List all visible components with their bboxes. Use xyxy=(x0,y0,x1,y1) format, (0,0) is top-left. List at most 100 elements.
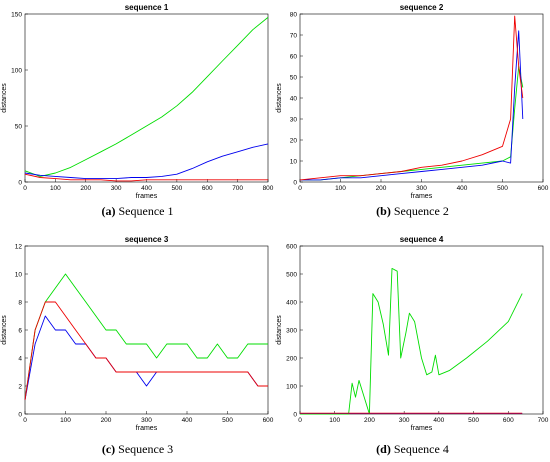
y-tick-label: 500 xyxy=(286,271,297,278)
y-tick-label: 2 xyxy=(18,383,22,390)
y-tick-label: 10 xyxy=(15,271,23,278)
x-tick-label: 300 xyxy=(141,417,152,424)
y-tick-label: 70 xyxy=(290,32,298,39)
x-tick-label: 300 xyxy=(399,417,410,424)
y-tick-label: 150 xyxy=(11,11,22,18)
chart-panel-c: sequence 3 0 100 200 300 400 500 600 0 2 4 6 8 10 12 fr… xyxy=(0,232,275,432)
y-tick-label: 8 xyxy=(18,299,22,306)
x-tick-label: 200 xyxy=(101,417,112,424)
x-tick-label: 0 xyxy=(298,417,302,424)
caption-b-text: Sequence 2 xyxy=(393,204,449,218)
y-tick-label: 20 xyxy=(290,137,298,144)
x-tick-label: 700 xyxy=(232,185,243,192)
series-line-1 xyxy=(300,267,523,415)
y-axis-label: distances xyxy=(276,315,283,345)
chart-sequence-3: sequence 3 0 100 200 300 400 500 600 0 2 4 6 8 10 12 fr… xyxy=(1,235,274,432)
series-line-2 xyxy=(24,143,269,180)
y-tick-label: 10 xyxy=(290,158,298,165)
x-tick-label: 200 xyxy=(376,185,387,192)
x-tick-label: 600 xyxy=(202,185,213,192)
caption-d-text: Sequence 4 xyxy=(393,442,449,456)
caption-c-label: (c) xyxy=(101,442,116,456)
x-tick-label: 500 xyxy=(497,185,508,192)
x-tick-label: 0 xyxy=(23,185,27,192)
x-axis-label: frames xyxy=(136,425,158,432)
y-tick-label: 40 xyxy=(290,95,298,102)
x-tick-label: 100 xyxy=(329,417,340,424)
x-tick-label: 300 xyxy=(416,185,427,192)
caption-a: (a) Sequence 1 xyxy=(0,204,275,219)
x-axis-label: frames xyxy=(411,425,433,432)
y-axis-label: distances xyxy=(276,83,283,113)
x-tick-label: 400 xyxy=(141,185,152,192)
y-tick-label: 30 xyxy=(290,116,298,123)
plot-area xyxy=(299,245,544,415)
series-line-1 xyxy=(24,273,268,401)
chart-panel-b: sequence 2 0 100 200 300 400 500 600 0 10 20 30 40 50… xyxy=(275,0,550,200)
x-tick-label: 200 xyxy=(80,185,91,192)
chart-title: sequence 1 xyxy=(125,3,169,12)
caption-a-label: (a) xyxy=(101,204,116,218)
caption-d: (d) Sequence 4 xyxy=(275,442,550,457)
chart-panel-d: sequence 4 0 100 200 300 400 500 600 700 0 100 200 3… xyxy=(275,232,550,432)
chart-title: sequence 4 xyxy=(400,235,444,244)
x-axis-label: frames xyxy=(411,193,433,200)
y-tick-label: 0 xyxy=(18,179,22,186)
chart-title: sequence 2 xyxy=(400,3,444,12)
caption-c: (c) Sequence 3 xyxy=(0,442,275,457)
y-axis-label: distances xyxy=(1,315,8,345)
chart-panel-a: sequence 1 0 100 200 300 400 500 600 700 800 0 50 10… xyxy=(0,0,275,200)
x-tick-label: 600 xyxy=(503,417,514,424)
series-line-1 xyxy=(300,66,524,181)
y-tick-label: 60 xyxy=(290,53,298,60)
x-tick-label: 700 xyxy=(538,417,549,424)
x-tick-label: 400 xyxy=(433,417,444,424)
chart-sequence-2: sequence 2 0 100 200 300 400 500 600 0 10 20 30 40 50… xyxy=(276,3,549,200)
x-axis-label: frames xyxy=(136,193,158,200)
y-tick-label: 0 xyxy=(293,411,297,418)
y-tick-label: 400 xyxy=(286,299,297,306)
y-tick-label: 6 xyxy=(18,327,22,334)
series-line-3 xyxy=(24,301,268,401)
y-tick-label: 100 xyxy=(286,383,297,390)
y-tick-label: 50 xyxy=(15,123,23,130)
caption-a-text: Sequence 1 xyxy=(118,204,174,218)
series-line-2 xyxy=(300,30,524,181)
chart-sequence-4: sequence 4 0 100 200 300 400 500 600 700 0 100 200 3… xyxy=(276,235,549,432)
y-tick-label: 80 xyxy=(290,11,298,18)
y-tick-label: 0 xyxy=(18,411,22,418)
x-tick-label: 600 xyxy=(538,185,549,192)
x-tick-label: 100 xyxy=(335,185,346,192)
plot-area xyxy=(24,13,269,183)
y-tick-label: 300 xyxy=(286,327,297,334)
y-tick-label: 0 xyxy=(293,179,297,186)
x-tick-label: 400 xyxy=(457,185,468,192)
caption-b-label: (b) xyxy=(376,204,391,218)
x-tick-label: 0 xyxy=(23,417,27,424)
x-tick-label: 400 xyxy=(182,417,193,424)
y-tick-label: 12 xyxy=(15,243,23,250)
x-tick-label: 500 xyxy=(468,417,479,424)
x-tick-label: 100 xyxy=(60,417,71,424)
caption-b: (b) Sequence 2 xyxy=(275,204,550,219)
x-tick-label: 0 xyxy=(298,185,302,192)
chart-sequence-1: sequence 1 0 100 200 300 400 500 600 700 800 0 50 10… xyxy=(1,3,274,200)
x-tick-label: 100 xyxy=(50,185,61,192)
plot-area xyxy=(299,13,544,183)
x-tick-label: 800 xyxy=(263,185,274,192)
x-tick-label: 500 xyxy=(171,185,182,192)
x-tick-label: 300 xyxy=(111,185,122,192)
series-line-3 xyxy=(24,173,268,182)
x-tick-label: 200 xyxy=(364,417,375,424)
y-tick-label: 4 xyxy=(18,355,22,362)
chart-title: sequence 3 xyxy=(125,235,169,244)
y-tick-label: 100 xyxy=(11,67,22,74)
caption-c-text: Sequence 3 xyxy=(118,442,174,456)
y-tick-label: 600 xyxy=(286,243,297,250)
y-axis-label: distances xyxy=(1,83,8,113)
series-line-3 xyxy=(299,15,524,181)
x-tick-label: 500 xyxy=(222,417,233,424)
caption-d-label: (d) xyxy=(376,442,391,456)
series-line-1 xyxy=(24,17,269,177)
x-tick-label: 600 xyxy=(263,417,274,424)
